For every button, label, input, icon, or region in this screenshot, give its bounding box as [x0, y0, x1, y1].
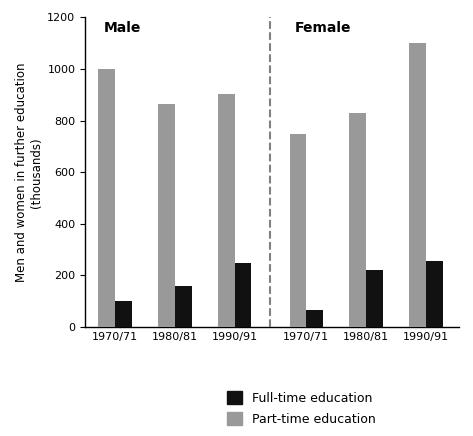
Bar	[175, 286, 192, 327]
Bar	[115, 301, 132, 327]
Bar	[307, 310, 323, 327]
Bar	[426, 261, 443, 327]
Y-axis label: Men and women in further education
(thousands): Men and women in further education (thou…	[15, 62, 43, 282]
Bar	[350, 113, 366, 327]
Bar	[409, 43, 426, 327]
Bar	[98, 69, 115, 327]
Legend: Full-time education, Part-time education: Full-time education, Part-time education	[228, 391, 376, 426]
Bar	[218, 94, 235, 327]
Bar	[235, 262, 251, 327]
Text: Male: Male	[104, 21, 141, 35]
Bar	[289, 133, 307, 327]
Bar	[158, 104, 175, 327]
Bar	[366, 270, 383, 327]
Text: Female: Female	[295, 21, 351, 35]
